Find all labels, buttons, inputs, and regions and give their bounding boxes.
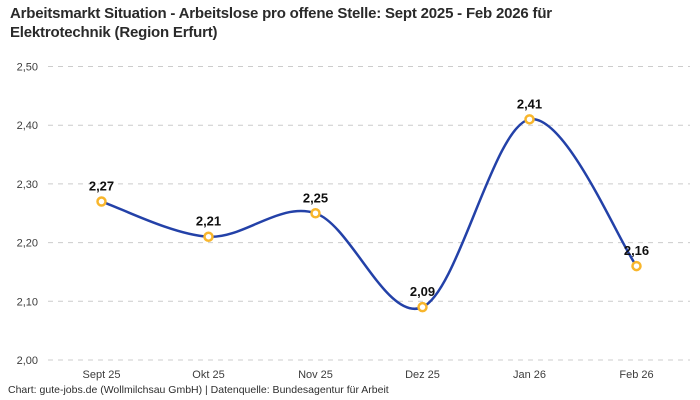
x-axis-tick-label: Feb 26 bbox=[619, 369, 653, 381]
data-point-marker bbox=[96, 196, 107, 207]
data-point-label: 2,21 bbox=[196, 214, 221, 229]
line-series bbox=[100, 118, 638, 311]
data-point-marker bbox=[524, 114, 535, 125]
chart-title: Arbeitsmarkt Situation - Arbeitslose pro… bbox=[10, 4, 650, 42]
y-axis-tick-label: 2,40 bbox=[17, 120, 38, 132]
data-point-label: 2,16 bbox=[624, 243, 649, 258]
x-axis-tick-label: Nov 25 bbox=[298, 369, 333, 381]
x-axis-tick-label: Okt 25 bbox=[192, 369, 224, 381]
data-point-marker bbox=[631, 260, 642, 272]
x-axis-tick-label: Dez 25 bbox=[405, 369, 440, 381]
data-point-label: 2,41 bbox=[517, 96, 542, 111]
y-axis-tick-label: 2,20 bbox=[17, 238, 38, 250]
chart-title-line2: Elektrotechnik (Region Erfurt) bbox=[10, 24, 218, 41]
data-point-label: 2,27 bbox=[89, 179, 114, 194]
x-axis-tick-label: Jan 26 bbox=[513, 369, 546, 381]
data-point-label: 2,09 bbox=[410, 284, 435, 299]
data-point-marker bbox=[417, 301, 428, 313]
y-axis-tick-label: 2,30 bbox=[17, 179, 38, 191]
chart-source-footer: Chart: gute-jobs.de (Wollmilchsau GmbH) … bbox=[8, 384, 389, 396]
y-axis-tick-label: 2,10 bbox=[17, 296, 38, 308]
y-axis-tick-label: 2,00 bbox=[17, 355, 38, 367]
data-point-marker bbox=[310, 208, 321, 219]
data-point-label: 2,25 bbox=[303, 190, 328, 205]
chart-title-line1: Arbeitsmarkt Situation - Arbeitslose pro… bbox=[10, 5, 552, 22]
data-point-marker bbox=[203, 231, 214, 242]
y-axis-tick-label: 2,50 bbox=[17, 62, 38, 74]
x-axis-tick-label: Sept 25 bbox=[83, 369, 121, 381]
